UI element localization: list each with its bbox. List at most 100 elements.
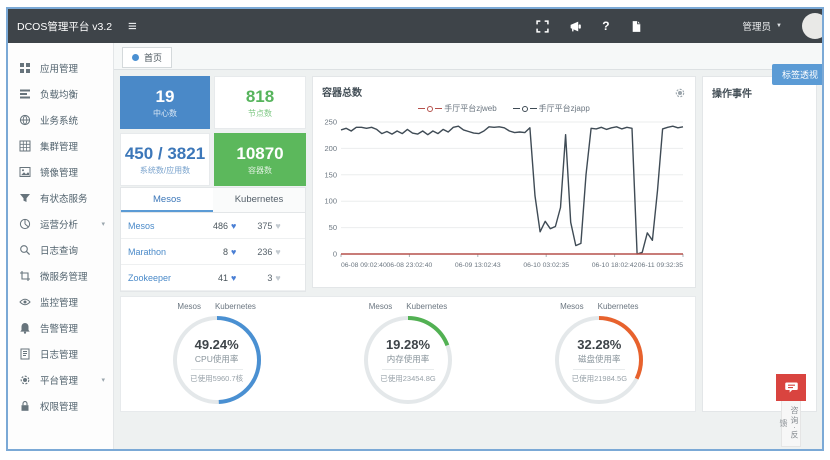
unhealthy-count: 236: [257, 246, 273, 257]
service-row-mesos[interactable]: Mesos 486 ♥ 375 ♥: [121, 213, 305, 239]
sidebar-item-label: 监控管理: [40, 298, 79, 309]
gauge-used-text: 已使用21984.5G: [571, 373, 628, 383]
stateful-icon: [20, 194, 30, 202]
permission-icon: [21, 401, 29, 411]
avatar[interactable]: [802, 13, 822, 39]
sidebar-item-analysis[interactable]: 运营分析 ▾: [8, 211, 113, 237]
gauge-3: Mesos Kubernetes 32.28% 磁盘使用率 已使用21984.5G: [524, 302, 674, 411]
feedback-button[interactable]: [776, 374, 806, 401]
sidebar-item-log-search[interactable]: 日志查询: [8, 237, 113, 263]
sidebar-item-load-balance[interactable]: 负载均衡: [8, 81, 113, 107]
gear-icon[interactable]: [674, 86, 686, 98]
stat-value: 10870: [236, 143, 284, 163]
tag-perspective-button[interactable]: 标签透视: [771, 64, 822, 85]
healthy-count: 41: [217, 272, 228, 283]
service-table-tabs: Mesos Kubernetes: [121, 188, 305, 213]
document-icon[interactable]: [630, 20, 643, 33]
main-area: 首页 标签透视 19 中心数 818 节点数 450 / 3821 系统数/应用数 1087…: [114, 43, 822, 449]
sidebar-item-label: 权限管理: [40, 402, 79, 413]
sidebar-item-platform[interactable]: 平台管理 ▾: [8, 367, 113, 393]
gauge-percent: 19.28%: [385, 336, 431, 352]
service-tab-kubernetes[interactable]: Kubernetes: [234, 194, 284, 205]
sidebar-item-label: 日志管理: [40, 350, 79, 361]
svg-text:06-08 09:02:40: 06-08 09:02:40: [341, 262, 387, 269]
tab-home[interactable]: 首页: [122, 47, 173, 68]
healthy-heart-icon: ♥: [231, 246, 237, 257]
gauge-used-text: 已使用5960.7核: [190, 373, 244, 383]
stat-value: 818: [245, 86, 275, 106]
sidebar-item-label: 镜像管理: [40, 168, 79, 179]
service-name-link[interactable]: Zookeeper: [128, 272, 172, 283]
legend-item[interactable]: 手厅平台zjapp: [512, 103, 590, 114]
service-name-link[interactable]: Mesos: [128, 220, 155, 231]
divider: [190, 368, 243, 370]
legend-label: 手厅平台zjapp: [538, 104, 590, 113]
gauge-label: CPU使用率: [194, 353, 239, 364]
header-actions: ? 管理员 ▼: [536, 13, 822, 39]
help-icon[interactable]: ?: [602, 19, 610, 33]
app-title: DCOS管理平台 v3.2: [17, 20, 113, 33]
sidebar-item-permission[interactable]: 权限管理: [8, 393, 113, 419]
svg-text:06-10 18:02:42: 06-10 18:02:42: [592, 262, 638, 269]
unhealthy-heart-icon: ♥: [275, 220, 281, 231]
gauge-ring: [555, 316, 644, 404]
sidebar-item-log[interactable]: 日志管理: [8, 341, 113, 367]
sidebar-item-cluster[interactable]: 集群管理: [8, 133, 113, 159]
stat-card-1[interactable]: 19 中心数: [120, 76, 210, 129]
gauge-tab-mesos[interactable]: Mesos: [177, 302, 201, 311]
unhealthy-heart-icon: ♥: [275, 272, 281, 283]
container-total-panel: 容器总数 手厅平台zjweb 手厅平台zjapp 0 50 100 150 200 250 0…: [312, 76, 696, 288]
gauge-tab-mesos[interactable]: Mesos: [560, 302, 584, 311]
unhealthy-count: 375: [257, 220, 273, 231]
sidebar-item-label: 有状态服务: [40, 194, 88, 205]
announcement-icon[interactable]: [569, 20, 582, 33]
feedback-label[interactable]: 咨询·反馈: [779, 401, 801, 447]
user-menu[interactable]: 管理员 ▼: [743, 19, 782, 33]
gauge-tab-kubernetes[interactable]: Kubernetes: [406, 302, 448, 311]
log-icon: [20, 348, 30, 360]
service-row-marathon[interactable]: Marathon 8 ♥ 236 ♥: [121, 239, 305, 265]
sidebar-item-stateful[interactable]: 有状态服务: [8, 185, 113, 211]
healthy-heart-icon: ♥: [231, 220, 237, 231]
stat-card-4[interactable]: 10870 容器数: [214, 133, 306, 186]
sidebar-item-apps[interactable]: 应用管理: [8, 55, 113, 81]
microservice-icon: [20, 271, 30, 281]
service-name-link[interactable]: Marathon: [128, 246, 167, 257]
fullscreen-icon[interactable]: [536, 19, 549, 33]
divider: [573, 368, 626, 370]
chart-legend: 手厅平台zjweb 手厅平台zjapp: [313, 103, 695, 114]
gauge-tab-kubernetes[interactable]: Kubernetes: [214, 302, 256, 311]
service-tab-mesos[interactable]: Mesos: [121, 188, 213, 212]
gauge-tab-mesos[interactable]: Mesos: [368, 302, 393, 311]
sidebar-item-microservice[interactable]: 微服务管理: [8, 263, 113, 289]
svg-text:06-08 23:02:40: 06-08 23:02:40: [387, 262, 433, 269]
sidebar-item-label: 告警管理: [40, 324, 79, 335]
sidebar-item-image[interactable]: 镜像管理: [8, 159, 113, 185]
svg-text:250: 250: [324, 118, 337, 127]
legend-item[interactable]: 手厅平台zjweb: [418, 103, 497, 114]
chevron-down-icon: ▾: [101, 221, 105, 228]
gauge-percent: 49.24%: [194, 336, 239, 352]
stat-value: 19: [155, 86, 175, 106]
tab-home-label: 首页: [144, 53, 163, 63]
cluster-icon: [19, 140, 31, 152]
hamburger-menu-icon[interactable]: ≡: [128, 17, 137, 35]
gauge-tab-kubernetes[interactable]: Kubernetes: [597, 302, 639, 311]
business-icon: [19, 114, 31, 126]
sidebar-item-business[interactable]: 业务系统: [8, 107, 113, 133]
service-table: Mesos Kubernetes Mesos 486 ♥ 375 ♥ Marathon 8 ♥ 2…: [120, 187, 306, 292]
service-row-zookeeper[interactable]: Zookeeper 41 ♥ 3 ♥: [121, 265, 305, 291]
stat-value: 450 / 3821: [124, 143, 206, 163]
stat-label: 系统数/应用数: [139, 165, 191, 175]
tab-strip: 首页: [114, 43, 822, 70]
gauge-tabs: Mesos Kubernetes: [560, 302, 638, 311]
stat-card-3[interactable]: 450 / 3821 系统数/应用数: [120, 133, 210, 186]
svg-text:0: 0: [333, 250, 337, 259]
sidebar-item-label: 业务系统: [40, 116, 79, 127]
sidebar-item-alert[interactable]: 告警管理: [8, 315, 113, 341]
svg-text:50: 50: [329, 223, 337, 232]
stat-card-2[interactable]: 818 节点数: [214, 76, 306, 129]
legend-marker-icon: [521, 105, 528, 112]
svg-text:06-09 13:02:43: 06-09 13:02:43: [455, 262, 501, 269]
sidebar-item-monitor[interactable]: 监控管理: [8, 289, 113, 315]
